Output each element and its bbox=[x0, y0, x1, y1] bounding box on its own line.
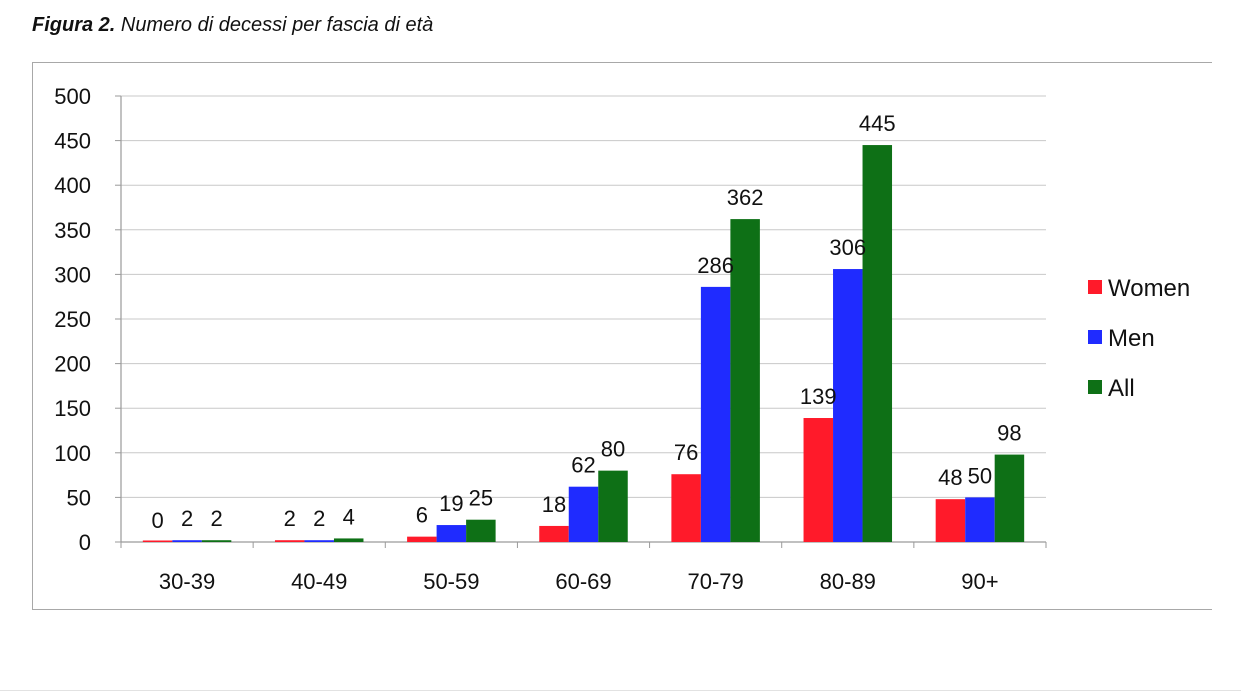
legend-label: Men bbox=[1108, 325, 1155, 352]
data-label: 2 bbox=[210, 506, 222, 531]
data-label: 50 bbox=[968, 463, 992, 488]
data-label: 0 bbox=[151, 508, 163, 533]
data-label: 62 bbox=[571, 453, 595, 478]
data-label: 4 bbox=[343, 504, 355, 529]
legend-swatch-men bbox=[1088, 330, 1102, 344]
data-label: 2 bbox=[313, 506, 325, 531]
legend-label: All bbox=[1108, 375, 1135, 402]
bar-men bbox=[833, 269, 863, 542]
y-tick-label: 500 bbox=[54, 84, 91, 109]
bar-men bbox=[700, 286, 731, 542]
y-tick-label: 100 bbox=[54, 441, 91, 466]
legend-swatch-all bbox=[1088, 380, 1102, 394]
y-tick-label: 350 bbox=[54, 218, 91, 243]
data-label: 286 bbox=[697, 253, 734, 278]
legend-swatch-women bbox=[1088, 280, 1102, 294]
y-tick-label: 200 bbox=[54, 352, 91, 377]
x-tick-label: 60-69 bbox=[555, 569, 611, 594]
bar-men bbox=[172, 540, 202, 542]
y-tick-label: 150 bbox=[54, 396, 91, 421]
bar-men bbox=[568, 486, 599, 542]
bar-women bbox=[142, 540, 173, 542]
chart-frame: 0 50 100 150 200 250 300 350 400 450 500 30-39 40-49… bbox=[32, 62, 1212, 610]
bar-men bbox=[965, 497, 995, 542]
y-tick-label: 300 bbox=[54, 262, 91, 287]
data-label: 6 bbox=[416, 503, 428, 528]
data-label: 98 bbox=[997, 421, 1021, 446]
x-tick-label: 90+ bbox=[961, 569, 998, 594]
bar-women bbox=[407, 536, 437, 542]
bar-all bbox=[333, 538, 364, 542]
figure-caption-lead: Figura 2. bbox=[32, 14, 116, 36]
data-label: 18 bbox=[542, 492, 566, 517]
bar-women bbox=[539, 525, 569, 542]
data-label: 306 bbox=[829, 235, 866, 260]
bar-women bbox=[274, 540, 305, 542]
x-tick-label: 70-79 bbox=[688, 569, 744, 594]
y-tick-label: 400 bbox=[54, 173, 91, 198]
data-label: 25 bbox=[469, 486, 493, 511]
data-label: 76 bbox=[674, 440, 698, 465]
y-tick-label: 50 bbox=[67, 485, 91, 510]
x-tick-label: 80-89 bbox=[820, 569, 876, 594]
bar-men bbox=[304, 540, 334, 542]
bar-all bbox=[730, 219, 760, 542]
bar-all bbox=[201, 540, 232, 542]
bar-all bbox=[598, 470, 628, 542]
page-divider bbox=[0, 690, 1241, 691]
x-tick-label: 40-49 bbox=[291, 569, 347, 594]
data-label: 2 bbox=[284, 506, 296, 531]
data-label: 19 bbox=[439, 491, 463, 516]
bar-women bbox=[671, 474, 701, 542]
bar-all bbox=[994, 454, 1025, 542]
y-tick-label: 450 bbox=[54, 129, 91, 154]
data-label: 48 bbox=[938, 465, 962, 490]
data-label: 2 bbox=[181, 506, 193, 531]
y-tick-label: 250 bbox=[54, 307, 91, 332]
data-label: 445 bbox=[859, 111, 896, 136]
bar-women bbox=[935, 499, 966, 542]
y-tick-label: 0 bbox=[79, 530, 91, 555]
x-tick-label: 30-39 bbox=[159, 569, 215, 594]
data-label: 362 bbox=[727, 185, 764, 210]
figure-caption-text: Numero di decessi per fascia di età bbox=[115, 14, 434, 36]
data-label: 80 bbox=[601, 437, 625, 462]
bar-all bbox=[466, 519, 496, 542]
x-tick-label: 50-59 bbox=[423, 569, 479, 594]
data-label: 139 bbox=[800, 384, 837, 409]
bar-men bbox=[436, 525, 467, 542]
figure-caption: Figura 2. Numero di decessi per fascia d… bbox=[32, 14, 433, 37]
bar-all bbox=[862, 145, 893, 542]
legend-label: Women bbox=[1108, 275, 1190, 302]
bar-women bbox=[803, 418, 834, 542]
